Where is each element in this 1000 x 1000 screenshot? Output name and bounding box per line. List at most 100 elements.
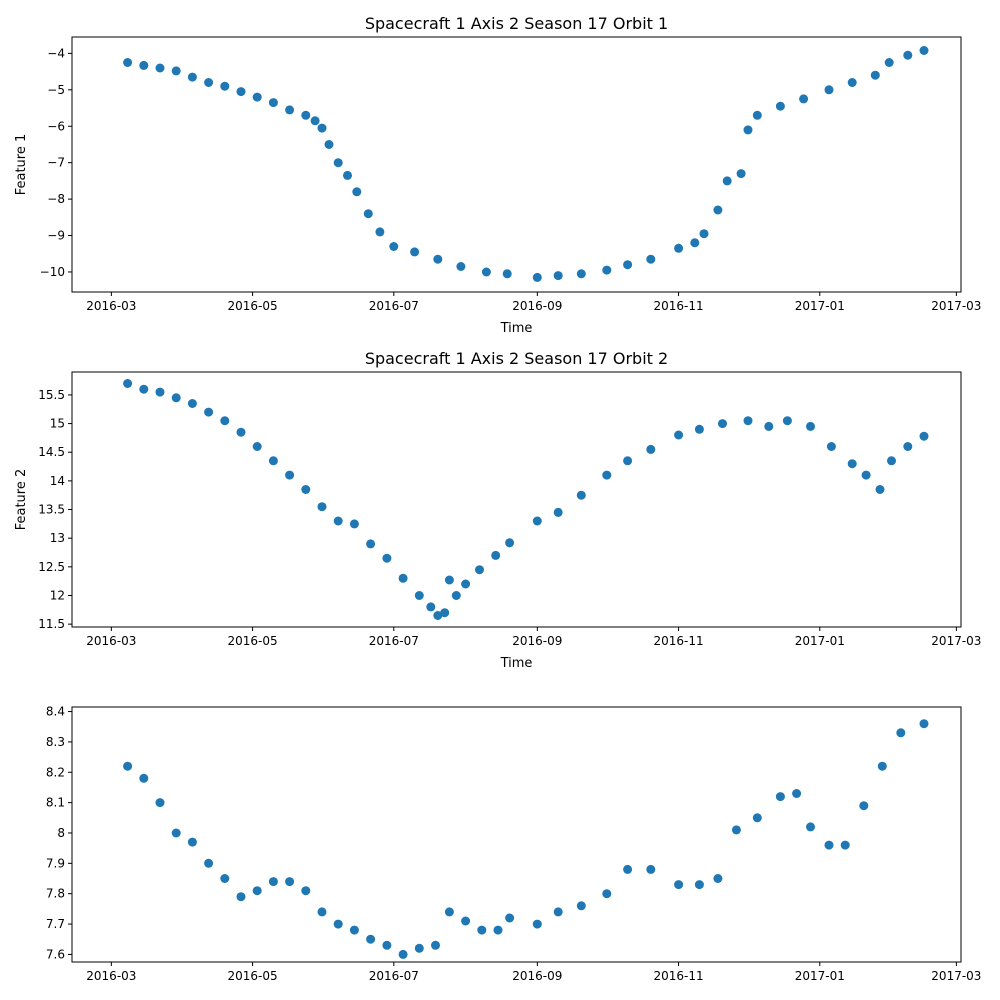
data-point <box>896 728 906 738</box>
data-point <box>349 519 359 529</box>
data-point <box>553 507 563 517</box>
data-point <box>456 262 466 271</box>
data-point <box>366 934 376 944</box>
data-point <box>919 46 929 55</box>
data-point <box>475 565 484 575</box>
data-point <box>220 874 230 883</box>
y-tick-label: 12 <box>50 588 65 602</box>
data-point <box>674 243 684 253</box>
data-point <box>301 886 311 896</box>
x-tick-label: 2016-07 <box>369 299 419 313</box>
data-point <box>826 442 836 451</box>
y-tick-label: −8 <box>47 192 65 206</box>
data-point <box>674 430 684 440</box>
data-point <box>903 442 913 451</box>
x-tick-label: 2017-01 <box>795 969 845 983</box>
data-point <box>576 901 586 911</box>
y-tick-label: 7.6 <box>46 947 65 961</box>
y-tick-label: 15 <box>50 417 65 431</box>
chart-title: Spacecraft 1 Axis 2 Season 17 Orbit 2 <box>365 349 668 368</box>
y-tick-label: 13.5 <box>38 503 65 517</box>
y-tick-label: 12.5 <box>38 560 65 574</box>
x-tick-label: 2016-03 <box>86 299 136 313</box>
x-tick-label: 2016-07 <box>369 634 419 648</box>
data-point <box>155 798 165 808</box>
data-point <box>775 792 785 802</box>
data-point <box>903 50 913 60</box>
data-point <box>410 247 420 257</box>
data-point <box>285 470 295 480</box>
data-point <box>481 267 491 277</box>
y-tick-label: 8.2 <box>46 765 65 779</box>
data-point <box>123 761 133 771</box>
data-point <box>493 925 503 935</box>
data-point <box>139 773 149 783</box>
data-point <box>736 169 746 179</box>
data-point <box>532 272 542 282</box>
y-tick-label: 13 <box>50 531 65 545</box>
data-point <box>623 456 633 466</box>
data-point <box>333 158 343 168</box>
data-point <box>919 431 929 441</box>
x-tick-label: 2016-09 <box>512 969 562 983</box>
data-point <box>806 421 815 431</box>
y-tick-label: 7.9 <box>46 856 65 870</box>
y-tick-label: −5 <box>47 83 65 97</box>
data-point <box>317 907 327 917</box>
data-point <box>236 87 246 97</box>
y-tick-label: 14.5 <box>38 445 65 459</box>
data-point <box>252 92 262 102</box>
data-point <box>799 94 809 104</box>
data-point <box>444 907 454 917</box>
data-point <box>187 72 197 82</box>
data-point <box>646 254 656 264</box>
x-tick-label: 2017-03 <box>931 969 981 983</box>
data-point <box>859 801 869 811</box>
x-tick-label: 2016-11 <box>653 969 703 983</box>
data-point <box>782 416 792 426</box>
data-point <box>204 858 214 868</box>
data-point <box>268 98 278 108</box>
x-tick-label: 2016-03 <box>86 969 136 983</box>
data-point <box>220 416 230 426</box>
x-tick-label: 2016-07 <box>369 969 419 983</box>
data-point <box>414 943 424 953</box>
x-tick-label: 2017-03 <box>931 299 981 313</box>
data-point <box>382 940 392 950</box>
data-point <box>366 539 376 549</box>
axes-frame <box>71 36 962 293</box>
data-point <box>352 187 362 197</box>
y-axis-label: Feature 1 <box>14 134 29 196</box>
data-point <box>171 66 181 76</box>
data-point <box>398 573 408 583</box>
data-point <box>236 892 246 902</box>
data-point <box>840 840 850 850</box>
y-tick-label: −6 <box>47 119 65 133</box>
x-tick-label: 2016-05 <box>228 969 278 983</box>
y-tick-label: 8.3 <box>46 735 65 749</box>
data-point <box>887 456 896 466</box>
data-point <box>792 789 802 798</box>
data-point <box>576 269 586 279</box>
data-point <box>285 105 295 115</box>
data-point <box>382 553 392 563</box>
data-point <box>694 424 704 434</box>
y-tick-label: 7.8 <box>46 887 65 901</box>
data-point <box>139 60 149 70</box>
y-tick-label: 14 <box>50 474 65 488</box>
axes-frame <box>71 706 962 963</box>
data-point <box>317 502 327 512</box>
data-point <box>414 591 424 600</box>
data-point <box>764 421 774 431</box>
data-point <box>187 399 197 408</box>
data-point <box>268 456 278 466</box>
data-point <box>375 227 385 237</box>
data-point <box>139 384 149 394</box>
data-point <box>690 238 700 248</box>
data-point <box>389 242 399 251</box>
data-point <box>123 379 133 388</box>
data-point <box>713 205 723 215</box>
data-point <box>646 864 656 874</box>
y-tick-label: 7.7 <box>46 917 65 931</box>
data-point <box>333 516 343 526</box>
